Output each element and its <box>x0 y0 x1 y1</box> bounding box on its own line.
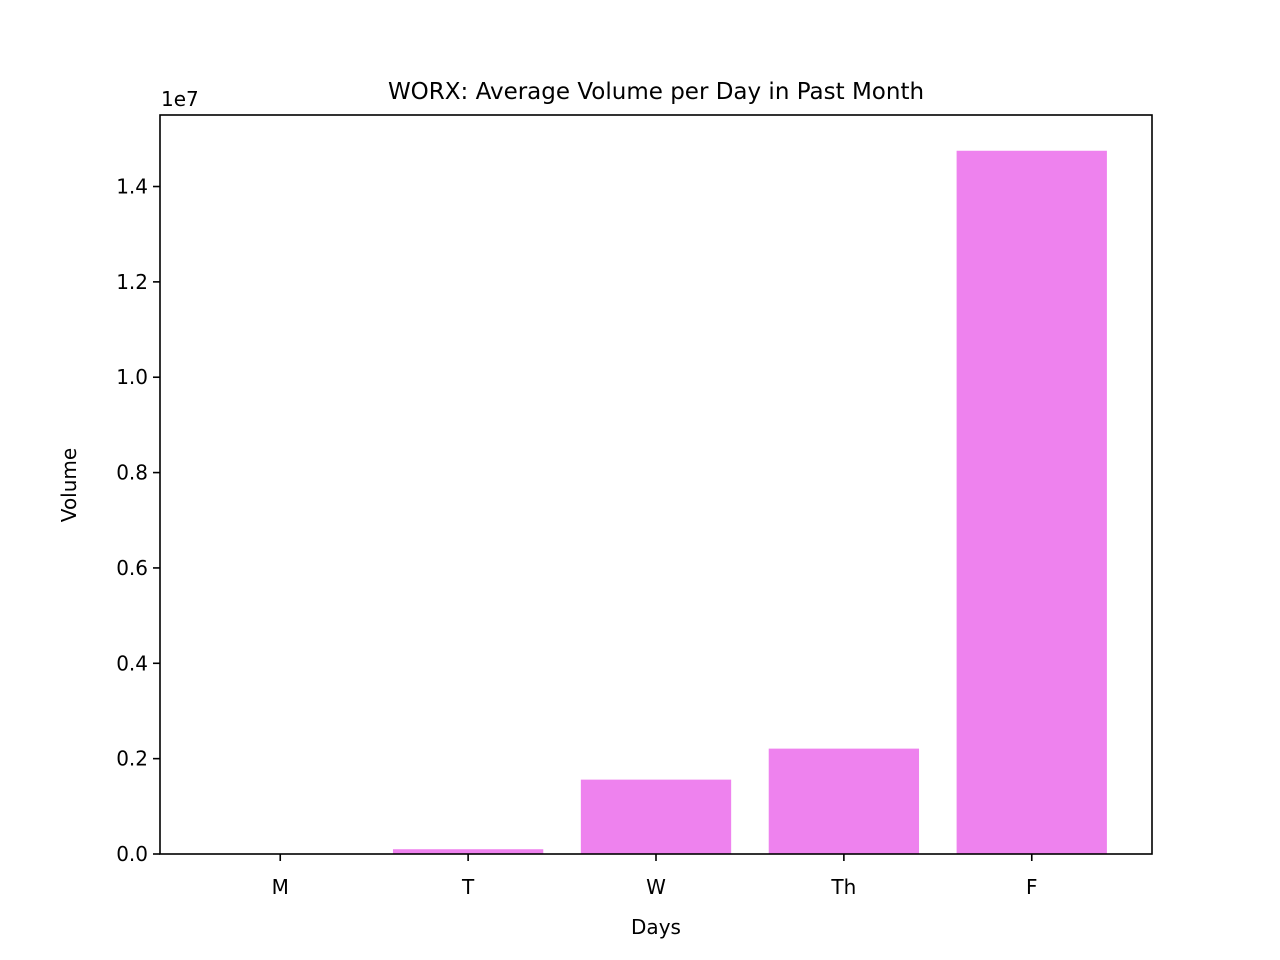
x-axis-ticks: M T W Th F <box>272 854 1038 899</box>
x-tick-label: M <box>272 875 289 899</box>
y-tick-label: 0.0 <box>116 842 148 866</box>
bar-f <box>956 150 1107 855</box>
bar-t <box>392 849 544 854</box>
x-tick-label: Th <box>830 875 856 899</box>
chart-title: WORX: Average Volume per Day in Past Mon… <box>388 79 924 105</box>
x-tick-label: T <box>461 875 475 899</box>
bar-w <box>580 779 732 854</box>
bars-group <box>392 150 1107 855</box>
x-tick-label: F <box>1026 875 1038 899</box>
x-tick-label: W <box>646 875 666 899</box>
plot-area-frame <box>159 114 1153 855</box>
y-tick-label: 0.2 <box>116 747 148 771</box>
y-axis-ticks: 0.0 0.2 0.4 0.6 0.8 1.0 1.2 1.4 <box>116 175 160 866</box>
y-tick-label: 1.4 <box>116 175 148 199</box>
x-axis-label: Days <box>631 915 681 939</box>
y-tick-label: 0.6 <box>116 556 148 580</box>
y-tick-label: 1.2 <box>116 270 148 294</box>
y-tick-label: 0.4 <box>116 651 148 675</box>
y-tick-label: 1.0 <box>116 365 148 389</box>
bar-th <box>768 748 920 854</box>
y-axis-offset-label: 1e7 <box>161 87 199 111</box>
y-tick-label: 0.8 <box>116 461 148 485</box>
y-axis-label: Volume <box>57 448 81 522</box>
